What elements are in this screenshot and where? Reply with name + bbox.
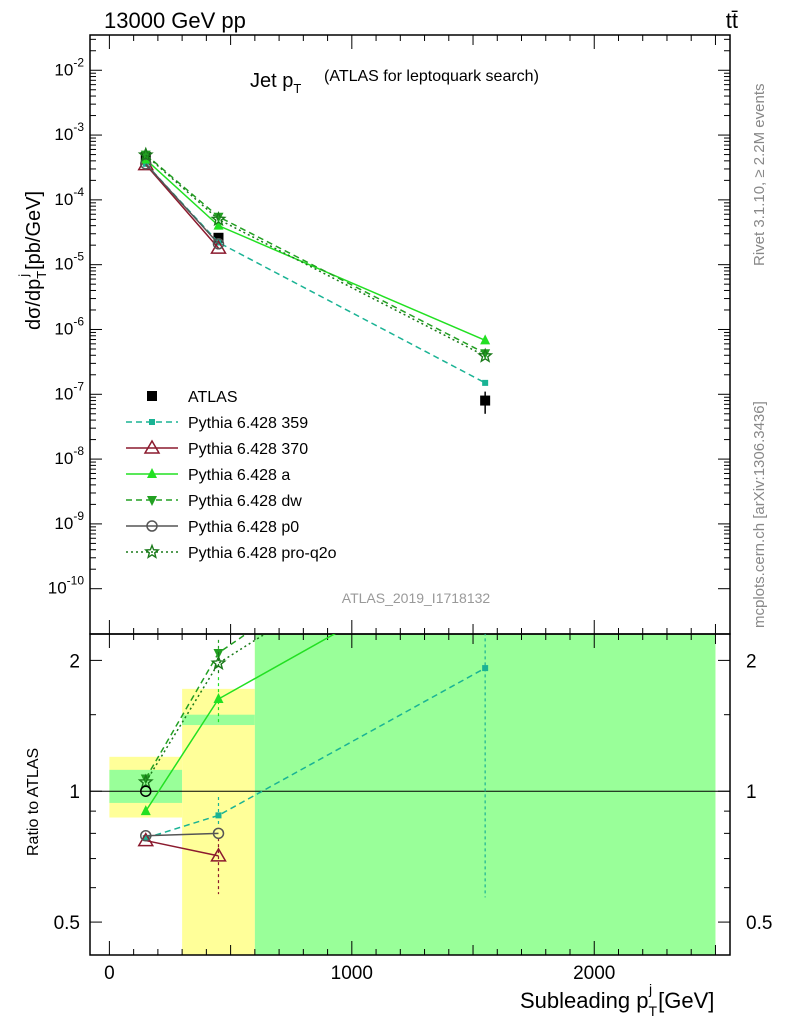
- legend: ATLAS Pythia 6.428 359 Pythia 6.428 370 Pyt…: [126, 389, 337, 562]
- legend-label: Pythia 6.428 a: [188, 467, 290, 484]
- x-tick-label: 2000: [573, 963, 615, 984]
- data-point: [210, 210, 227, 227]
- ratio-point: [210, 847, 227, 862]
- header-left: 13000 GeV pp: [104, 8, 246, 33]
- ratio-point: [142, 835, 149, 842]
- y-tick-label: 10-4: [54, 185, 84, 209]
- header-right: tt̄: [726, 8, 738, 33]
- legend-marker: [147, 391, 157, 401]
- series-line: [145, 163, 486, 384]
- y-tick-label: 10-3: [54, 120, 84, 144]
- legend-marker: [147, 496, 157, 506]
- data-point: [480, 349, 491, 360]
- ratio-point: [140, 805, 151, 816]
- legend-label: Pythia 6.428 dw: [188, 493, 302, 510]
- y-tick-label: 10-7: [54, 379, 84, 403]
- legend-marker: [149, 419, 155, 425]
- data-point: [213, 219, 224, 230]
- series-line: [145, 154, 486, 354]
- analysis-id: ATLAS_2019_I1718132: [342, 590, 491, 606]
- ratio-line: [145, 832, 219, 837]
- data-point: [137, 146, 154, 163]
- legend-marker: [147, 468, 157, 478]
- data-point: [477, 347, 494, 363]
- data-point: [213, 212, 224, 223]
- x-tick-label: 1000: [331, 963, 373, 984]
- ratio-point: [137, 773, 154, 789]
- ratio-point: [479, 489, 491, 501]
- data-point: [213, 232, 224, 243]
- ratio-line: [145, 667, 486, 839]
- legend-marker: [143, 439, 161, 454]
- ratio-point: [480, 543, 490, 553]
- y-tick-label: 10-10: [48, 574, 85, 598]
- ratio-line: [145, 634, 267, 783]
- x-tick-label: 0: [104, 963, 115, 984]
- ratio-point: [215, 812, 222, 819]
- series-line: [145, 164, 220, 249]
- ratio-tick-label: 1: [69, 782, 80, 803]
- ratio-tick-label-right: 0.5: [746, 913, 772, 934]
- data-point: [212, 238, 225, 250]
- ratio-point: [140, 785, 152, 797]
- legend-label: Pythia 6.428 370: [188, 441, 308, 458]
- y-axis-label-bottom: Ratio to ATLAS: [25, 748, 42, 856]
- main-frame: [89, 34, 731, 635]
- ratio-line: [145, 839, 219, 857]
- ratio-point: [210, 654, 227, 671]
- ratio-tick-label-right: 2: [746, 651, 757, 672]
- y-tick-label: 10-5: [54, 250, 84, 274]
- ratio-series: [137, 465, 491, 898]
- ratio-tick-label: 2: [69, 651, 80, 672]
- y-tick-label: 10-2: [54, 55, 84, 79]
- ratio-bands: [109, 634, 716, 955]
- axes-frame: 10-2 10-3 10-4 10-5 10-6 10-7 10-8 10-9 10-10 0.5…: [48, 34, 772, 984]
- legend-label: Pythia 6.428 pro-q2o: [188, 545, 337, 562]
- legend-label: Pythia 6.428 p0: [188, 519, 299, 536]
- ratio-tick-label: 0.5: [54, 913, 80, 934]
- ratio-frame: [89, 633, 731, 956]
- legend-marker: [143, 543, 161, 559]
- ratio-point: [212, 827, 225, 840]
- legend-label: ATLAS: [188, 389, 238, 406]
- plot-subtitle: (ATLAS for leptoquark search): [324, 68, 539, 85]
- series-line: [145, 163, 220, 245]
- side-text-mcplots: mcplots.cern.ch [arXiv:1306.3436]: [751, 401, 768, 628]
- y-axis-label-top: dσ/dpTj[pb/GeV]: [16, 191, 49, 330]
- ratio-point: [213, 693, 224, 704]
- data-point: [482, 379, 489, 386]
- ratio-point: [482, 665, 489, 672]
- side-text-rivet: Rivet 3.1.10, ≥ 2.2M events: [751, 84, 768, 267]
- y-tick-label: 10-8: [54, 444, 84, 468]
- y-tick-label: 10-6: [54, 314, 84, 338]
- x-axis-label: Subleading pTj [GeV]: [520, 981, 714, 1019]
- y-tick-label: 10-9: [54, 509, 84, 533]
- data-point: [480, 334, 491, 345]
- legend-marker: [146, 520, 158, 532]
- series-line: [145, 158, 486, 342]
- data-point: [480, 395, 491, 406]
- ratio-point: [140, 829, 152, 842]
- series-layer: [137, 146, 494, 898]
- ratio-point: [480, 465, 490, 475]
- data-point: [140, 158, 152, 170]
- legend-label: Pythia 6.428 359: [188, 415, 308, 432]
- series-line: [145, 154, 486, 357]
- ratio-tick-label-right: 1: [746, 782, 757, 803]
- plot-title: Jet pT: [250, 70, 301, 96]
